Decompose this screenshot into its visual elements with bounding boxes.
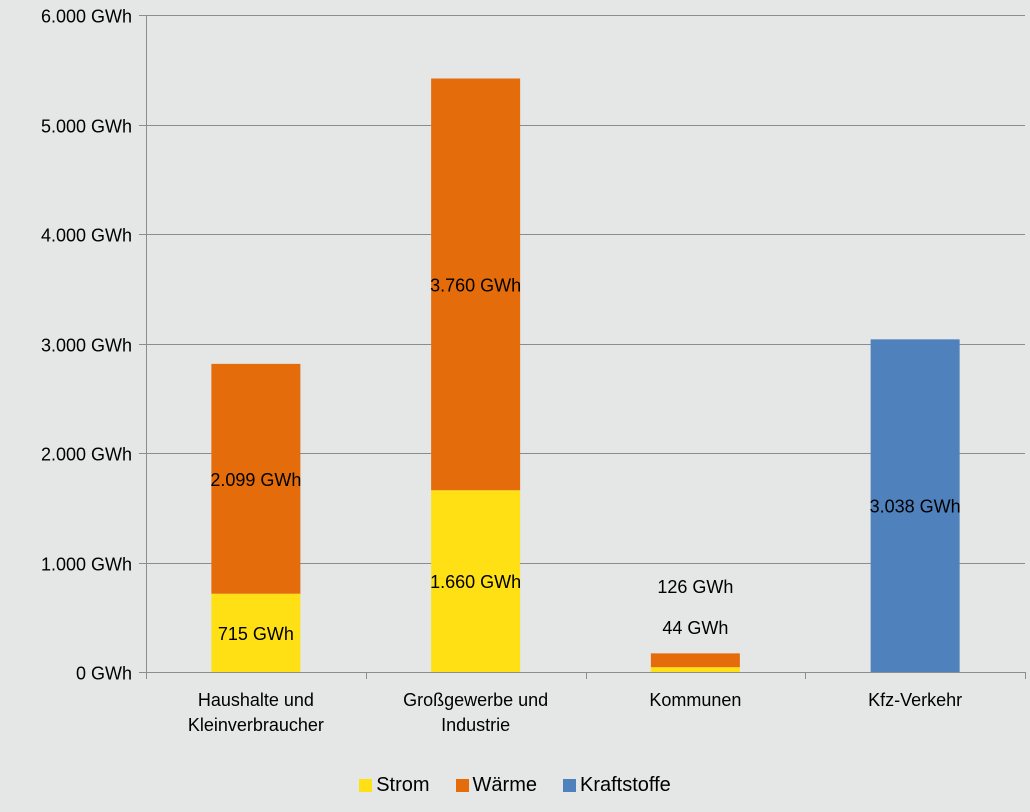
y-tick-label: 0 GWh xyxy=(76,664,132,684)
data-label: 3.760 GWh xyxy=(430,275,521,295)
x-category-label: Kommunen xyxy=(649,690,741,710)
legend-swatch xyxy=(359,779,373,792)
bar-segment-strom xyxy=(431,490,521,672)
y-tick-label: 5.000 GWh xyxy=(41,117,132,137)
bar-segment-wärme xyxy=(650,653,740,668)
x-category-label: Großgewerbe und xyxy=(403,690,548,710)
bar-segment-wärme xyxy=(431,78,521,491)
bar-segment-strom xyxy=(650,667,740,672)
data-label: 715 GWh xyxy=(218,624,294,644)
bar-segment-strom xyxy=(211,593,301,672)
legend-item: Kraftstoffe xyxy=(563,774,671,797)
axes: 0 GWh 1.000 GWh 2.000 GWh 3.000 GWh 4.000 GW… xyxy=(41,7,1026,735)
data-label: 126 GWh xyxy=(657,577,733,597)
legend-label: Strom xyxy=(376,774,430,796)
legend: Strom Wärme Kraftstoffe xyxy=(0,774,1030,797)
y-tick-label: 1.000 GWh xyxy=(41,555,132,575)
data-label: 3.038 GWh xyxy=(870,497,961,517)
legend-swatch xyxy=(455,779,469,792)
y-tick-label: 3.000 GWh xyxy=(41,336,132,356)
legend-item: Strom xyxy=(359,774,430,797)
legend-swatch xyxy=(563,779,576,792)
data-label: 1.660 GWh xyxy=(430,572,521,592)
y-tick-label: 4.000 GWh xyxy=(41,226,132,246)
legend-label: Kraftstoffe xyxy=(580,774,671,796)
data-label: 44 GWh xyxy=(662,618,728,638)
legend-item: Wärme xyxy=(455,774,537,797)
x-category-label: Industrie xyxy=(441,715,510,735)
data-labels: 715 GWh 2.099 GWh 1.660 GWh 3.760 GWh 44 GWh… xyxy=(210,275,960,643)
x-category-label: Haushalte und xyxy=(198,690,314,710)
y-tick-label: 6.000 GWh xyxy=(41,7,132,27)
bar-segment-kraftstoffe xyxy=(870,339,960,672)
y-tick-label: 2.000 GWh xyxy=(41,445,132,465)
bars xyxy=(211,78,960,672)
data-label: 2.099 GWh xyxy=(210,470,301,490)
x-category-label: Kfz-Verkehr xyxy=(868,690,962,710)
legend-label: Wärme xyxy=(472,774,537,796)
bar-segment-wärme xyxy=(211,363,301,594)
x-category-label: Kleinverbraucher xyxy=(188,715,324,735)
